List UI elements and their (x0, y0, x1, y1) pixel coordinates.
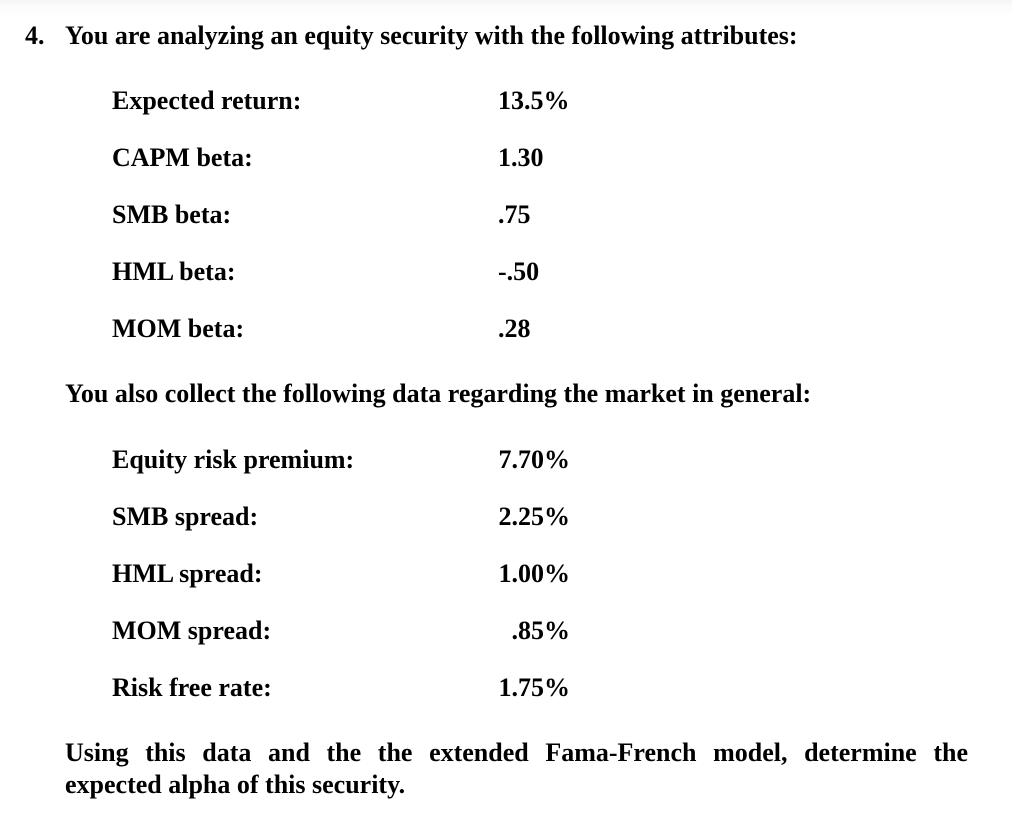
market-value: 1.00% (498, 559, 571, 588)
task-line-1: Using this data and the the extended Fam… (65, 738, 968, 767)
attribute-label: MOM beta: (112, 314, 245, 343)
question-number: 4. (25, 21, 45, 50)
market-data-list: Equity risk premium: 7.70% SMB spread: 2… (65, 444, 968, 704)
question-intro-text: You are analyzing an equity security wit… (65, 21, 798, 50)
market-row: MOM spread: .85% (65, 615, 968, 647)
market-label: Equity risk premium: (112, 445, 355, 474)
market-value: .85% (511, 616, 571, 645)
question-body: You are analyzing an equity security wit… (65, 20, 968, 801)
attribute-row: SMB beta: .75 (65, 199, 968, 231)
attribute-row: MOM beta: .28 (65, 313, 968, 345)
market-label: Risk free rate: (112, 673, 272, 702)
market-row: Equity risk premium: 7.70% (65, 444, 968, 476)
question-block: 4. You are analyzing an equity security … (0, 20, 1012, 801)
market-label: MOM spread: (112, 616, 272, 645)
attribute-value: 1.30 (498, 143, 544, 172)
attribute-value: .75 (498, 200, 531, 229)
market-label: SMB spread: (112, 502, 259, 531)
market-label: HML spread: (112, 559, 263, 588)
market-row: SMB spread: 2.25% (65, 501, 968, 533)
task-paragraph: Using this data and the the extended Fam… (65, 737, 968, 801)
attribute-row: CAPM beta: 1.30 (65, 142, 968, 174)
attribute-label: SMB beta: (112, 200, 232, 229)
attribute-value: 13.5% (498, 86, 570, 115)
market-value: 7.70% (498, 445, 571, 474)
attribute-row: HML beta: -.50 (65, 256, 968, 288)
market-row: Risk free rate: 1.75% (65, 672, 968, 704)
task-line-2: expected alpha of this security. (65, 770, 406, 799)
attribute-label: HML beta: (112, 257, 236, 286)
attribute-value: -.50 (498, 257, 540, 286)
attribute-label: CAPM beta: (112, 143, 253, 172)
security-attributes-list: Expected return: 13.5% CAPM beta: 1.30 S… (65, 85, 968, 345)
market-intro-text: You also collect the following data rega… (65, 379, 812, 408)
attribute-label: Expected return: (112, 86, 302, 115)
attribute-value: .28 (498, 314, 531, 343)
market-value: 1.75% (498, 673, 571, 702)
attribute-row: Expected return: 13.5% (65, 85, 968, 117)
market-value: 2.25% (498, 502, 571, 531)
market-row: HML spread: 1.00% (65, 558, 968, 590)
